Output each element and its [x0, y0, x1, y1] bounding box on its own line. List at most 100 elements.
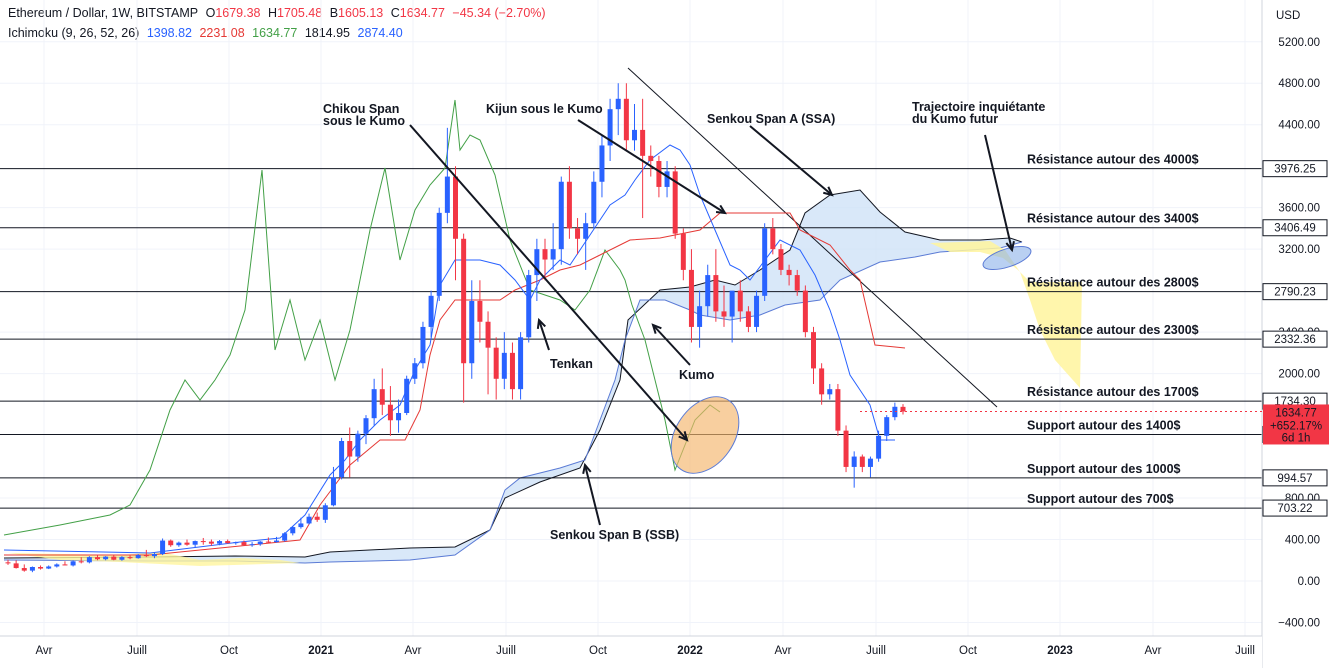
- candle-body: [819, 368, 825, 395]
- indicator-header: Ichimoku (9, 26, 52, 26) 1398.82 2231.08…: [8, 26, 407, 40]
- candle-body: [127, 557, 133, 559]
- candle-body: [672, 171, 678, 234]
- y-tick-label: 3200.00: [1278, 244, 1320, 256]
- chikou-arrow-head: [678, 431, 689, 442]
- indicator-value-ssb: 2874.40: [357, 26, 403, 40]
- level-label-support-1000: Support autour des 1000$: [1027, 462, 1181, 476]
- chikou-highlight-ellipse: [670, 396, 740, 474]
- candle-body: [477, 301, 483, 322]
- tenkan-sen-line: [3, 144, 895, 554]
- tenkan-arrow-head: [536, 317, 546, 330]
- candle-body: [770, 228, 776, 250]
- current-price-change: +652.17%: [1270, 420, 1322, 432]
- y-tick-label: 4800.00: [1278, 78, 1320, 90]
- candle-body: [143, 555, 149, 557]
- current-price-box: [1263, 404, 1329, 445]
- senkou-span-a-line: [3, 189, 1023, 559]
- level-price-box: [1262, 219, 1328, 237]
- kijun-arrow-head: [715, 204, 727, 215]
- candle-body: [355, 433, 361, 457]
- candle-body: [501, 352, 507, 379]
- candle-body: [705, 275, 711, 307]
- candle-body: [843, 430, 849, 467]
- candle-body: [339, 441, 345, 478]
- candle-body: [526, 275, 532, 338]
- candle-body: [208, 541, 214, 544]
- candle-body: [184, 542, 190, 545]
- candle-body: [86, 557, 92, 563]
- candle-body: [493, 347, 499, 379]
- kumo-arrow-head: [651, 323, 662, 334]
- x-tick-label: Juill: [496, 645, 516, 657]
- candle-body: [363, 418, 369, 434]
- candle-body: [119, 557, 125, 560]
- candle-body: [135, 555, 141, 559]
- candle-body: [21, 568, 27, 571]
- kijun-arrow-shaft: [577, 119, 726, 214]
- candle-body: [404, 378, 410, 414]
- candle-body: [396, 413, 402, 421]
- level-price-box: [1262, 160, 1328, 178]
- level-price-label: 3976.25: [1274, 164, 1316, 176]
- indicator-value-ssa: 1814.95: [304, 26, 351, 40]
- candle-body: [436, 212, 442, 296]
- level-price-box: [1262, 469, 1328, 487]
- candle-body: [38, 567, 44, 569]
- kumo-arrow-shaft: [652, 324, 691, 366]
- candle-body: [632, 129, 637, 141]
- candle-body: [387, 404, 393, 421]
- candle-body: [550, 249, 556, 260]
- candle-body: [70, 561, 76, 566]
- annotation-ssa: Senkou Span A (SSA): [707, 112, 835, 126]
- candle-body: [95, 557, 100, 560]
- candle-body: [640, 129, 646, 156]
- candle-body: [591, 181, 597, 224]
- ssa-arrow-head: [823, 186, 834, 197]
- candle-body: [168, 540, 174, 546]
- indicator-value-kijun: 2231.08: [199, 26, 245, 40]
- y-tick-label: 3600.00: [1278, 203, 1320, 215]
- candle-body: [599, 145, 605, 182]
- candle-body: [762, 228, 768, 296]
- candle-body: [192, 541, 198, 545]
- candle-body: [298, 523, 304, 528]
- currency-label: USD: [1276, 10, 1300, 22]
- current-price-value: 1634.77: [1275, 407, 1317, 419]
- level-price-label: 2790.23: [1274, 287, 1316, 299]
- ssb-arrow-head: [582, 462, 592, 475]
- indicator-value-chikou: 1634.77: [252, 26, 298, 40]
- candle-body: [884, 417, 890, 436]
- x-tick-label: Oct: [959, 645, 978, 657]
- candle-body: [648, 155, 654, 162]
- candle-body: [322, 505, 328, 520]
- level-price-label: 703.22: [1277, 503, 1312, 515]
- candle-body: [200, 541, 206, 543]
- candle-body: [78, 561, 84, 563]
- x-tick-label: Avr: [1144, 645, 1161, 657]
- level-label-resistance-4000: Résistance autour des 4000$: [1027, 153, 1199, 167]
- tenkan-arrow-shaft: [538, 319, 550, 351]
- downtrend-line: [627, 67, 998, 408]
- x-tick-label: Avr: [774, 645, 791, 657]
- x-tick-label: Juill: [127, 645, 147, 657]
- candle-body: [103, 556, 109, 560]
- candle-body: [371, 389, 377, 419]
- candle-body: [518, 337, 524, 390]
- candle-body: [623, 98, 629, 141]
- candle-body: [46, 566, 52, 569]
- candle-body: [615, 98, 621, 110]
- candle-body: [176, 542, 182, 546]
- candle-body: [29, 567, 35, 571]
- candle-body: [485, 321, 491, 348]
- annotation-kijun: Kijun sous le Kumo: [486, 102, 603, 116]
- annotation-trajectoire-line2: du Kumo futur: [912, 112, 998, 126]
- candle-body: [566, 181, 572, 229]
- candle-body: [656, 161, 662, 187]
- candle-body: [151, 554, 157, 557]
- candle-body: [249, 544, 255, 546]
- annotation-kumo: Kumo: [679, 368, 715, 382]
- future-kumo-highlight: [930, 241, 1082, 388]
- future-kumo-ellipse: [982, 245, 1032, 271]
